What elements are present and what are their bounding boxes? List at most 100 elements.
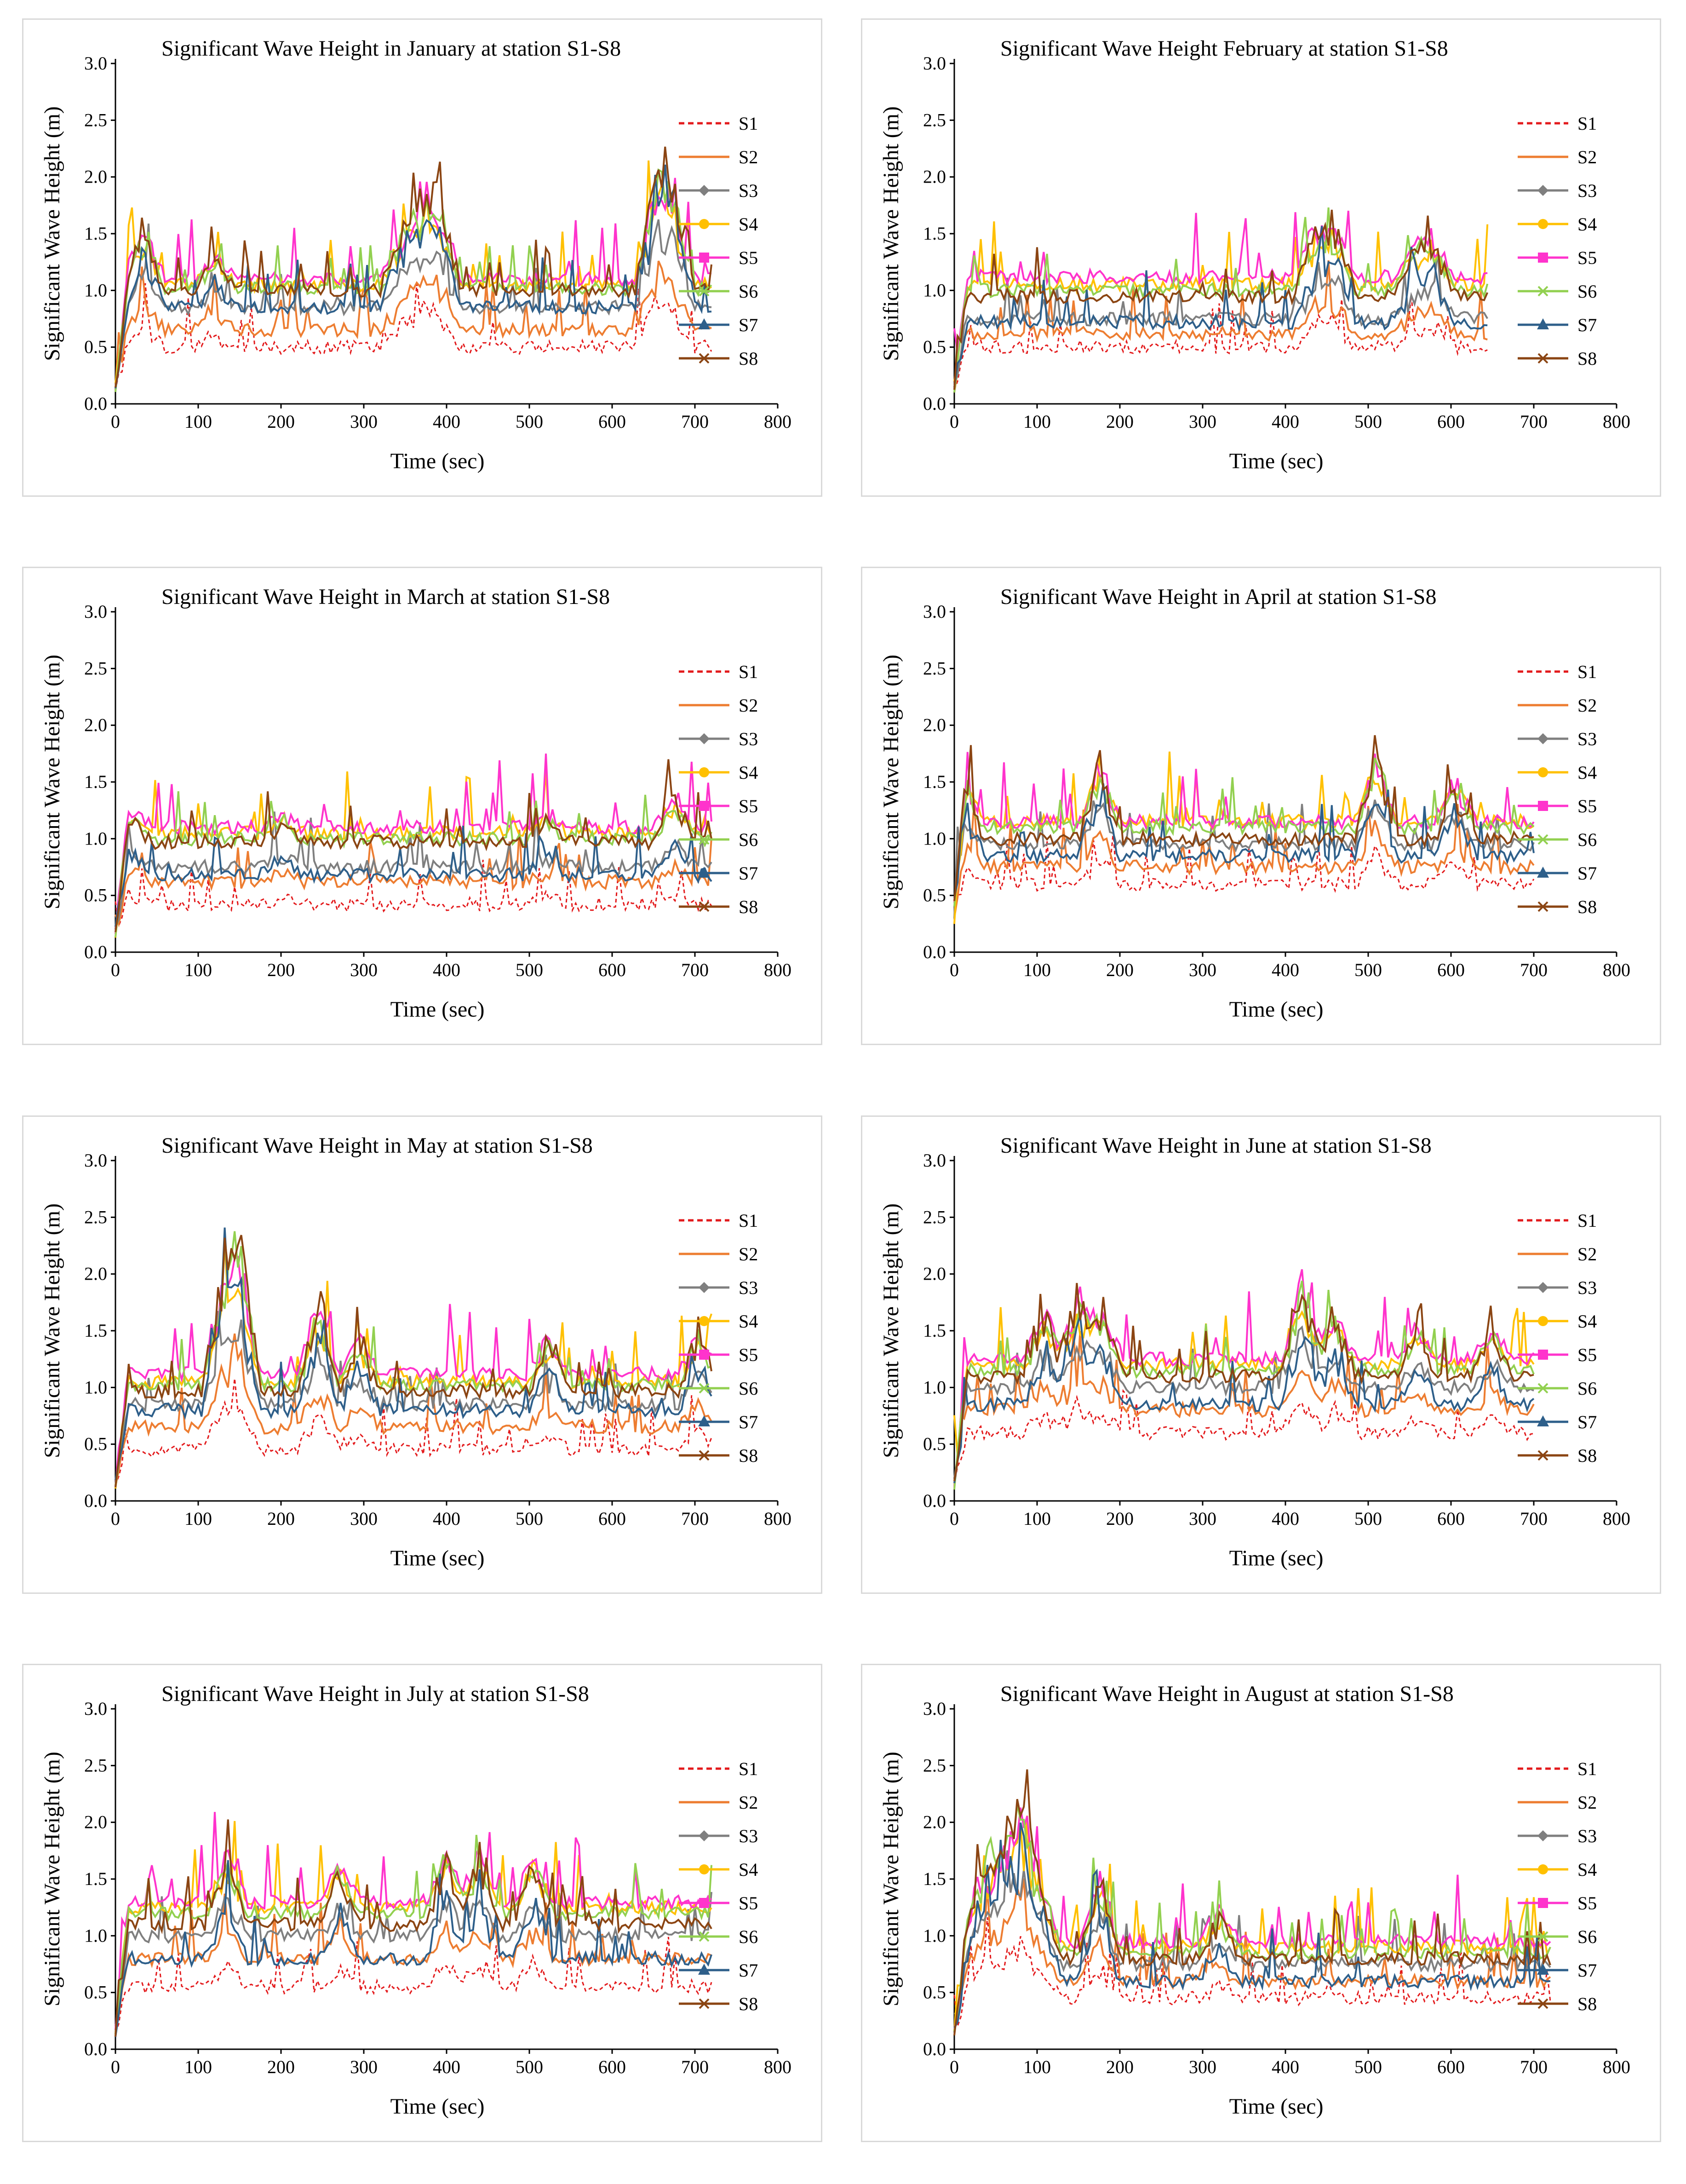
chart-panel-may: Significant Wave Height in May at statio… [22,1115,822,1594]
x-tick-label: 700 [681,2057,709,2077]
legend-label-s1: S1 [1577,1759,1597,1779]
legend-marker-square [1538,253,1548,263]
x-axis-label: Time (sec) [1229,1546,1324,1570]
legend-marker-circle [699,767,709,777]
series-line-s8 [115,146,712,388]
series-line-s4 [115,770,712,938]
x-tick-label: 100 [184,2057,212,2077]
legend-label-s5: S5 [1577,796,1597,816]
y-tick-label: 3.0 [923,1150,946,1171]
x-tick-label: 300 [350,411,378,432]
legend-label-s5: S5 [1577,247,1597,268]
legend-label-s6: S6 [1577,1378,1597,1399]
chart-svg: Significant Wave Height in August at sta… [879,1682,1630,2119]
series-line-s8 [953,735,1534,901]
legend-marker-diamond [699,733,710,744]
y-tick-label: 3.0 [923,601,946,622]
legend-label-s2: S2 [739,147,758,167]
legend-marker-diamond [699,1830,710,1841]
legend-marker-triangle [698,318,710,329]
y-tick-label: 0.5 [84,1434,107,1454]
y-tick-label: 2.0 [923,1264,946,1284]
x-axis-label: Time (sec) [390,1546,485,1570]
legend-label-s4: S4 [739,762,758,783]
legend-marker-x [1537,1931,1548,1942]
x-tick-label: 500 [1354,1508,1382,1529]
legend-label-s4: S4 [1577,762,1597,783]
chart-svg: Significant Wave Height February at stat… [879,36,1630,473]
x-tick-label: 600 [598,960,626,980]
series-line-s6 [115,1834,712,2035]
legend-label-s2: S2 [739,1244,758,1264]
legend-marker-circle [699,219,709,229]
legend-label-s3: S3 [739,180,758,201]
y-tick-label: 0.5 [923,1982,946,2003]
legend-label-s4: S4 [1577,1311,1597,1332]
legend-label-s1: S1 [739,1210,758,1231]
series-line-s3 [954,1850,1551,2016]
legend-label-s6: S6 [1577,1926,1597,1947]
x-tick-label: 400 [433,1508,460,1529]
y-axis-label: Significant Wave Height (m) [879,1752,903,2006]
legend-marker-x [1537,1383,1548,1394]
x-tick-label: 100 [184,1508,212,1529]
legend-marker-x [699,353,710,364]
legend-marker-square [699,1350,709,1360]
legend-marker-square [1538,1350,1548,1360]
series-line-s2 [115,829,712,928]
series-line-s6 [953,1804,1551,2032]
legend-label-s8: S8 [1577,348,1597,369]
chart-svg: Significant Wave Height in January at st… [40,36,791,473]
y-tick-label: 3.0 [923,53,946,74]
chart-title: Significant Wave Height in January at st… [161,36,621,61]
series-line-s2 [115,260,712,390]
x-tick-label: 500 [1354,960,1382,980]
legend-label-s6: S6 [739,281,758,302]
chart-title: Significant Wave Height in July at stati… [161,1682,589,1706]
y-tick-label: 2.0 [84,167,107,187]
series-line-s6 [953,757,1535,907]
chart-panel-january: Significant Wave Height in January at st… [22,18,822,497]
series-line-s6 [115,1231,712,1486]
chart-panel-june: Significant Wave Height in June at stati… [861,1115,1661,1594]
legend-label-s5: S5 [739,796,758,816]
legend-marker-square [1538,801,1548,811]
y-tick-label: 1.5 [923,1320,946,1341]
legend-label-s8: S8 [1577,1445,1597,1466]
x-tick-label: 600 [598,1508,626,1529]
chart-svg: Significant Wave Height in June at stati… [879,1133,1630,1570]
legend-label-s8: S8 [1577,1994,1597,2014]
y-tick-label: 1.0 [923,1925,946,1946]
x-axis-label: Time (sec) [390,2094,485,2119]
x-tick-label: 800 [1603,2057,1630,2077]
series-line-s3 [115,811,712,929]
y-tick-label: 3.0 [84,53,107,74]
legend-label-s5: S5 [739,1893,758,1914]
y-tick-label: 3.0 [923,1698,946,1719]
x-tick-label: 0 [950,960,959,980]
y-tick-label: 1.5 [84,771,107,792]
y-tick-label: 3.0 [84,1150,107,1171]
y-axis-label: Significant Wave Height (m) [40,1752,64,2006]
x-tick-label: 100 [184,411,212,432]
y-tick-label: 1.0 [923,280,946,300]
chart-panel-february: Significant Wave Height February at stat… [861,18,1661,497]
chart-svg: Significant Wave Height in July at stati… [40,1682,791,2119]
series-line-s7 [953,1822,1551,2029]
series-line-s7 [115,1860,712,2037]
legend-marker-circle [1538,1864,1548,1874]
legend-marker-square [699,253,709,263]
y-tick-label: 2.5 [84,1207,107,1227]
x-tick-label: 200 [267,1508,295,1529]
x-tick-label: 100 [1023,411,1051,432]
x-tick-label: 0 [111,1508,120,1529]
legend-marker-square [1538,1898,1548,1908]
x-tick-label: 0 [950,411,959,432]
series-line-s8 [115,759,712,932]
x-tick-label: 300 [1189,1508,1216,1529]
y-tick-label: 2.0 [923,1812,946,1833]
x-axis-label: Time (sec) [1229,997,1324,1022]
y-tick-label: 2.5 [84,109,107,130]
x-tick-label: 600 [1437,411,1465,432]
legend-label-s8: S8 [739,897,758,917]
